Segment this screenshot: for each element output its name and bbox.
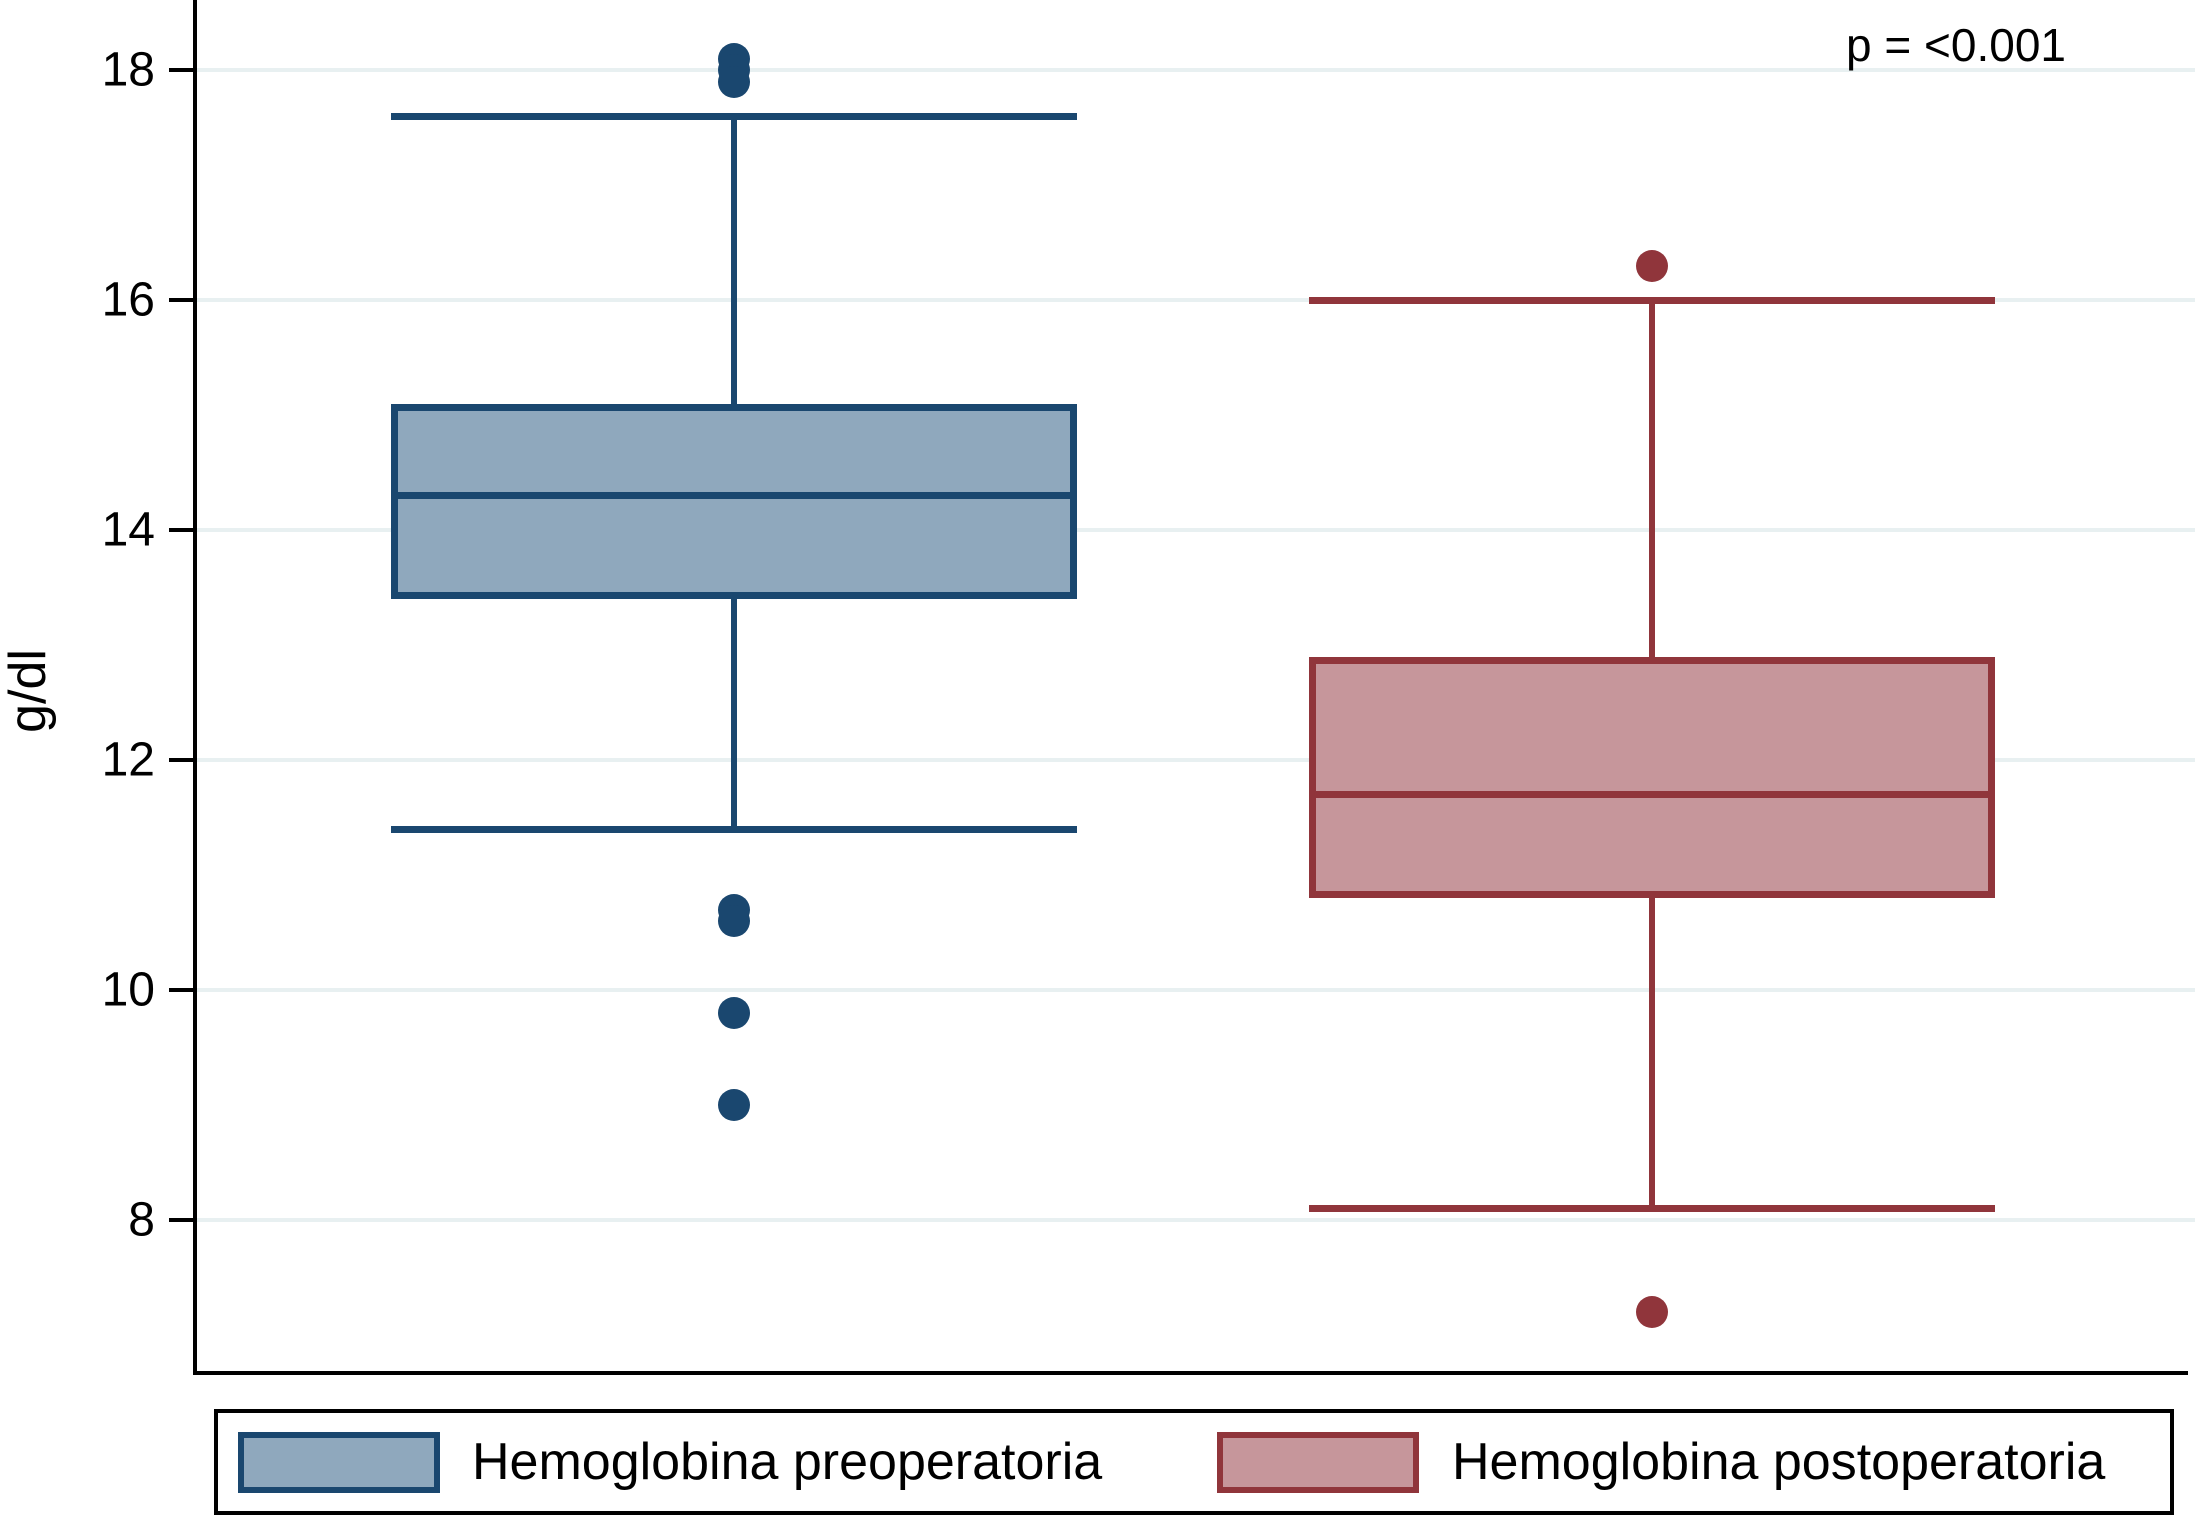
gridline (197, 68, 2195, 72)
y-tick-mark (169, 1218, 195, 1222)
whisker-cap-lower-postoperatoria (1309, 1205, 1995, 1212)
y-tick-mark (169, 298, 195, 302)
y-tick-label: 14 (101, 503, 155, 557)
whisker-line-upper-preoperatoria (731, 116, 737, 404)
y-axis-line (193, 0, 197, 1375)
iqr-box-postoperatoria (1309, 656, 1995, 898)
y-tick-mark (169, 528, 195, 532)
legend-swatch-preoperatoria (238, 1432, 440, 1493)
y-tick-label: 12 (101, 733, 155, 787)
outlier-dot-preoperatoria (718, 997, 750, 1029)
y-axis-title: g/dl (0, 649, 57, 733)
outlier-dot-preoperatoria (718, 1089, 750, 1121)
legend-swatch-postoperatoria (1217, 1432, 1419, 1493)
outlier-dot-postoperatoria (1636, 249, 1668, 282)
whisker-cap-upper-postoperatoria (1309, 296, 1995, 304)
y-tick-label: 8 (128, 1193, 155, 1247)
whisker-cap-upper-preoperatoria (391, 112, 1077, 120)
y-tick-label: 16 (101, 273, 155, 327)
whisker-line-lower-preoperatoria (731, 599, 737, 829)
outlier-dot-postoperatoria (1636, 1296, 1668, 1328)
gridline (197, 988, 2195, 992)
gridline (197, 528, 2195, 532)
x-axis-line (193, 1371, 2188, 1375)
whisker-line-upper-postoperatoria (1649, 300, 1655, 657)
whisker-cap-lower-preoperatoria (391, 825, 1077, 833)
gridline (197, 1218, 2195, 1222)
outlier-dot-preoperatoria (718, 905, 750, 937)
legend: Hemoglobina preoperatoria Hemoglobina po… (214, 1409, 2174, 1515)
y-tick-mark (169, 988, 195, 992)
legend-label-postoperatoria: Hemoglobina postoperatoria (1452, 1433, 2106, 1491)
gridline (197, 298, 2195, 302)
y-tick-mark (169, 68, 195, 72)
median-line-postoperatoria (1309, 791, 1995, 798)
whisker-line-lower-postoperatoria (1649, 898, 1655, 1209)
gridline (197, 758, 2195, 762)
y-tick-mark (169, 758, 195, 762)
median-line-preoperatoria (391, 492, 1077, 499)
legend-label-preoperatoria: Hemoglobina preoperatoria (472, 1433, 1103, 1491)
y-tick-label: 10 (101, 963, 155, 1017)
y-tick-label: 18 (101, 43, 155, 97)
p-value-annotation: p = <0.001 (1846, 19, 2066, 71)
iqr-box-preoperatoria (391, 403, 1077, 599)
outlier-dot-preoperatoria (718, 65, 750, 98)
